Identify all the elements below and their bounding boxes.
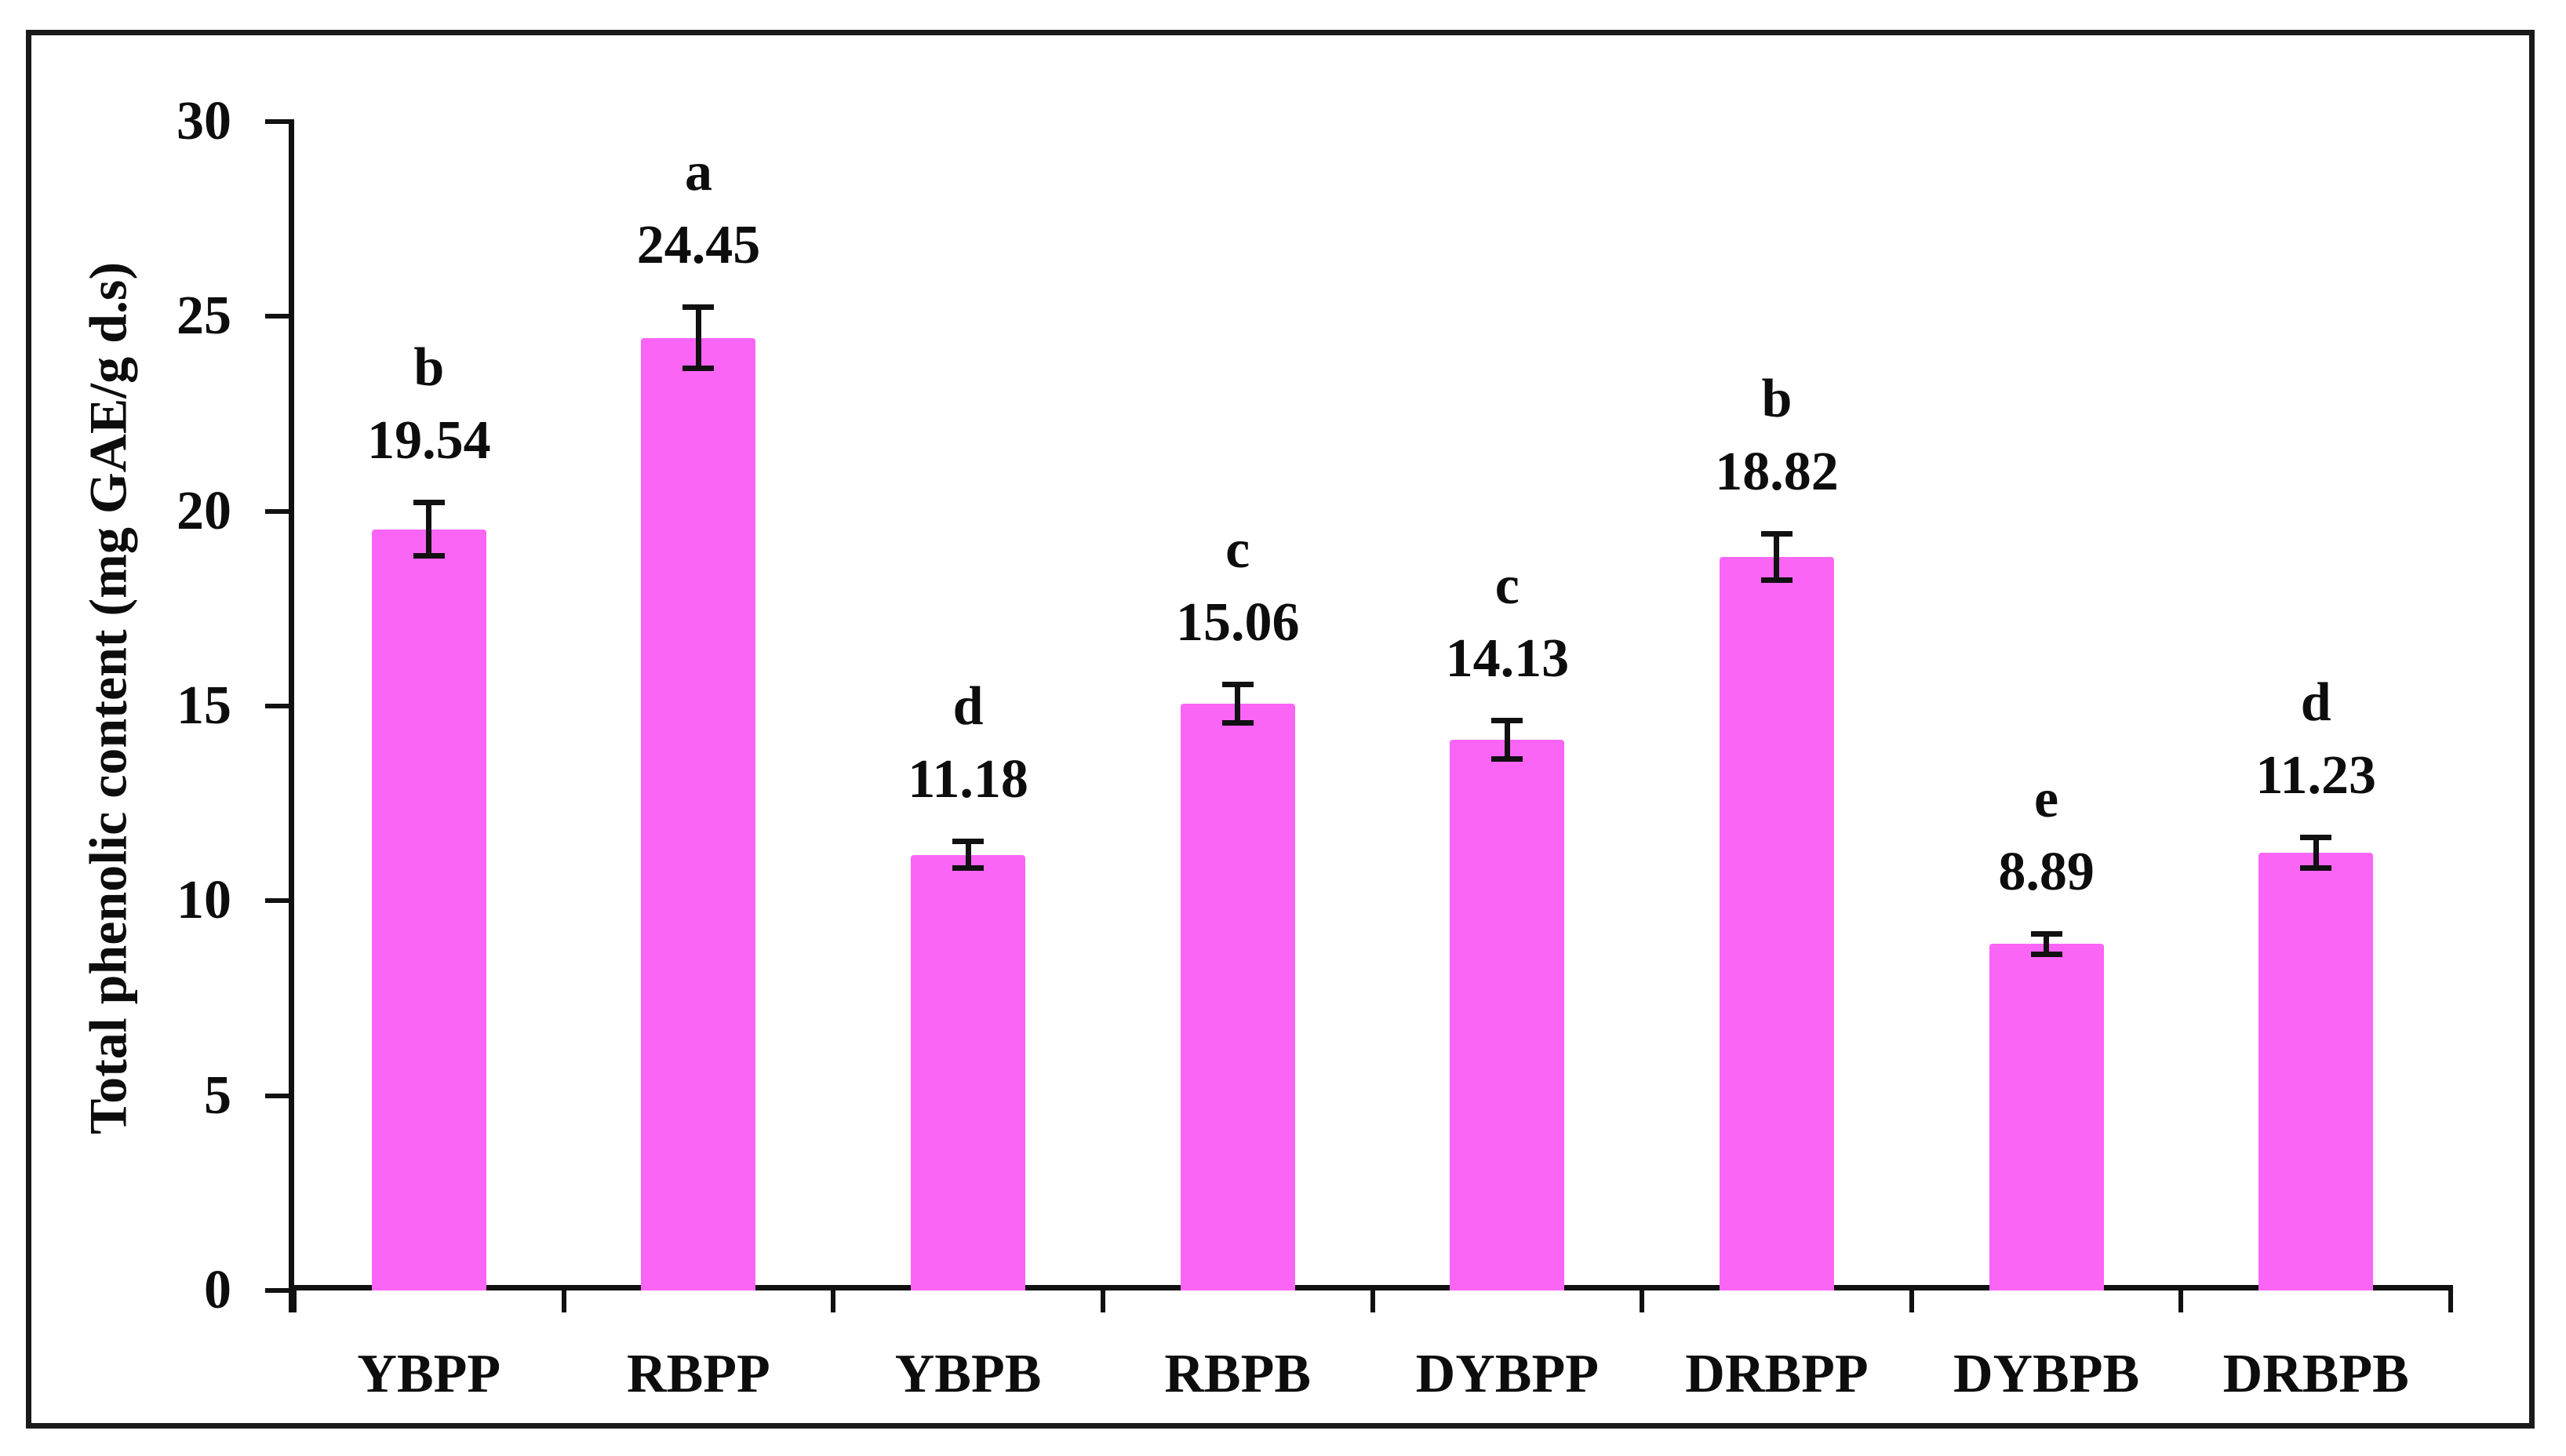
x-tick (1640, 1290, 1645, 1312)
error-bar-cap-bottom (682, 366, 715, 372)
error-bar-line (965, 841, 971, 869)
x-tick (1370, 1290, 1375, 1312)
bar (1180, 704, 1295, 1290)
bar-label-block: c 14.13 (1381, 549, 1632, 695)
error-bar-line (695, 306, 701, 369)
error-bar-cap-top (1491, 718, 1523, 724)
category-label: DRBPB (2222, 1344, 2409, 1404)
bar-label-block: c 15.06 (1112, 513, 1363, 659)
error-bar-cap-top (952, 839, 985, 845)
significance-letter: d (952, 676, 984, 737)
category-label: DYBPB (1953, 1344, 2140, 1404)
y-tick-label: 30 (177, 91, 231, 151)
bar-value-label: 11.23 (2255, 745, 2376, 806)
significance-letter: c (1225, 519, 1250, 581)
significance-letter: b (413, 337, 445, 398)
y-axis-line (289, 119, 294, 1312)
y-tick (265, 704, 289, 708)
x-tick (292, 1290, 297, 1312)
bar-value-label: 11.18 (908, 749, 1028, 810)
y-tick (265, 119, 289, 124)
x-tick (561, 1290, 566, 1312)
x-tick (2178, 1290, 2184, 1312)
error-bar-cap-bottom (2300, 865, 2332, 872)
error-bar-cap-bottom (1491, 756, 1523, 763)
category-label: RBPP (627, 1344, 770, 1404)
error-bar-cap-top (1760, 531, 1793, 537)
y-tick (265, 314, 289, 319)
error-bar-cap-bottom (2030, 952, 2062, 958)
bar (1450, 740, 1565, 1290)
bar (641, 337, 756, 1290)
category-label: RBPB (1164, 1344, 1312, 1404)
bar (371, 529, 486, 1290)
y-tick (265, 508, 289, 514)
bar-label-block: e 8.89 (1921, 763, 2172, 908)
bar-label-block: d 11.18 (843, 670, 1094, 816)
category-label: YBPP (357, 1344, 501, 1404)
bar-value-label: 8.89 (1998, 841, 2095, 902)
x-tick (1100, 1290, 1105, 1312)
bar-value-label: 14.13 (1445, 628, 1570, 690)
bar (1989, 944, 2104, 1290)
error-bar-cap-top (682, 304, 715, 310)
bar (911, 854, 1026, 1290)
bar-label-block: b 19.54 (304, 331, 555, 477)
y-tick-label: 5 (204, 1065, 231, 1126)
significance-letter: a (684, 141, 712, 202)
error-bar-cap-bottom (413, 553, 445, 559)
bar-value-label: 15.06 (1175, 592, 1300, 653)
x-tick (2448, 1290, 2453, 1312)
significance-letter: c (1494, 555, 1520, 617)
bar-value-label: 19.54 (367, 410, 491, 471)
y-tick (265, 898, 289, 904)
error-bar-line (2313, 837, 2319, 869)
y-tick-label: 25 (177, 286, 231, 347)
error-bar-line (2044, 933, 2050, 956)
x-tick (831, 1290, 836, 1312)
y-tick-label: 10 (177, 870, 231, 931)
bar (2258, 853, 2374, 1290)
x-axis-line (289, 1285, 2453, 1290)
error-bar-cap-top (2300, 835, 2332, 841)
error-bar-cap-bottom (1760, 577, 1793, 584)
error-bar-cap-top (413, 499, 445, 505)
category-label: DRBPP (1685, 1344, 1869, 1404)
y-tick (265, 1093, 289, 1098)
bar (1719, 557, 1834, 1290)
error-bar-line (1504, 720, 1510, 760)
error-bar-cap-bottom (952, 865, 985, 872)
error-bar-cap-bottom (1221, 719, 1254, 726)
y-tick-label: 20 (177, 480, 231, 541)
category-label: YBPB (894, 1344, 1042, 1404)
significance-letter: b (1761, 369, 1793, 430)
category-label: DYBPP (1415, 1344, 1599, 1404)
error-bar-cap-top (2030, 930, 2062, 937)
bar-label-block: b 18.82 (1651, 362, 1902, 508)
bar-value-label: 18.82 (1715, 442, 1839, 503)
error-bar-line (1774, 533, 1780, 581)
significance-letter: e (2034, 768, 2059, 829)
bar-label-block: d 11.23 (2190, 666, 2441, 812)
bar-label-block: a 24.45 (573, 136, 824, 282)
y-tick (265, 1288, 289, 1293)
x-tick (1909, 1290, 1914, 1312)
significance-letter: d (2300, 672, 2331, 733)
error-bar-line (1235, 684, 1241, 723)
error-bar-line (426, 501, 432, 557)
bar-value-label: 24.45 (636, 214, 761, 275)
error-bar-cap-top (1221, 682, 1254, 688)
y-tick-label: 0 (204, 1260, 231, 1320)
y-tick-label: 15 (177, 675, 231, 736)
